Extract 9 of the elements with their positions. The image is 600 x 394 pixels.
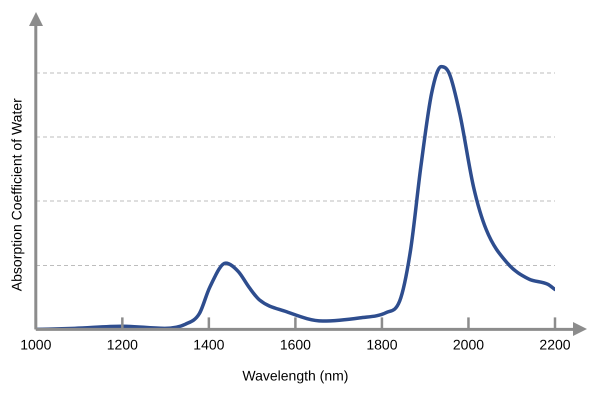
- x-tick-label: 2000: [452, 336, 484, 353]
- x-tick-label: 1400: [193, 336, 225, 353]
- x-tick-label: 1600: [280, 336, 312, 353]
- x-axis-title: Wavelength (nm): [242, 367, 348, 384]
- y-axis-title: Absorption Coefficient of Water: [8, 98, 24, 292]
- x-tick-label: 2200: [539, 336, 571, 353]
- x-tick-label: 1200: [106, 336, 138, 353]
- x-tick-label: 1800: [366, 336, 398, 353]
- x-tick-label: 1000: [20, 336, 52, 353]
